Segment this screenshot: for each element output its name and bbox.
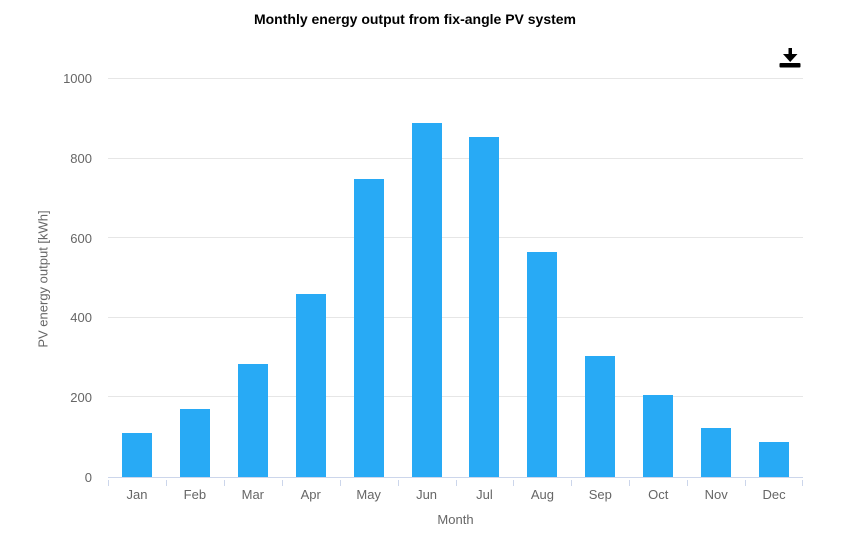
x-tick-labels: Jan Feb Mar Apr May Jun Jul Aug Sep Oct Nov Dec — [108, 487, 803, 502]
x-tick-mark — [456, 480, 457, 486]
x-tick-mark — [745, 480, 746, 486]
y-tick-label-600: 600 — [70, 230, 92, 246]
y-tick-label-800: 800 — [70, 150, 92, 166]
bar-mar[interactable] — [237, 363, 268, 477]
x-tick-mark — [340, 480, 341, 486]
plot-area — [108, 78, 803, 478]
bar-cell-dec — [745, 79, 803, 477]
gridline-1000 — [108, 78, 803, 79]
bar-cell-nov — [687, 79, 745, 477]
x-tick-mark — [108, 480, 109, 486]
bar-jan[interactable] — [121, 433, 152, 477]
gridline-200 — [108, 396, 803, 397]
x-tick-label-mar: Mar — [241, 487, 264, 502]
bar-feb[interactable] — [179, 409, 210, 477]
bar-cell-mar — [224, 79, 282, 477]
x-tick-label-apr: Apr — [300, 487, 321, 502]
bar-dec[interactable] — [759, 441, 790, 477]
y-tick-label-1000: 1000 — [63, 71, 92, 86]
x-tick-mark — [571, 480, 572, 486]
x-tick-label-oct: Oct — [648, 487, 669, 502]
bar-nov[interactable] — [701, 428, 732, 477]
y-tick-label-400: 400 — [70, 310, 92, 326]
bar-cell-feb — [166, 79, 224, 477]
grid-layer — [108, 78, 803, 477]
x-tick-label-jun: Jun — [416, 487, 438, 502]
y-tick-label-200: 200 — [70, 390, 92, 406]
bar-cell-sep — [571, 79, 629, 477]
x-tick-mark — [629, 480, 630, 486]
bar-oct[interactable] — [643, 395, 674, 477]
download-button[interactable] — [773, 46, 807, 72]
x-tick-mark — [282, 480, 283, 486]
x-tick-mark — [687, 480, 688, 486]
x-tick-mark — [224, 480, 225, 486]
download-icon — [779, 48, 801, 68]
x-axis-title: Month — [437, 512, 474, 527]
bar-cell-may — [340, 79, 398, 477]
bar-cell-apr — [282, 79, 340, 477]
x-tick-label-nov: Nov — [704, 487, 728, 502]
bar-cell-jul — [456, 79, 514, 477]
gridline-600 — [108, 237, 803, 238]
bar-cell-aug — [513, 79, 571, 477]
gridline-800 — [108, 158, 803, 159]
bar-sep[interactable] — [585, 355, 616, 477]
bar-aug[interactable] — [527, 252, 558, 477]
gridline-400 — [108, 317, 803, 318]
x-tick-label-feb: Feb — [183, 487, 207, 502]
bar-cell-jun — [398, 79, 456, 477]
bar-jul[interactable] — [469, 136, 500, 477]
x-tick-label-jul: Jul — [476, 487, 493, 502]
bar-cell-oct — [629, 79, 687, 477]
x-tick-label-jan: Jan — [126, 487, 148, 502]
x-tick-label-dec: Dec — [762, 487, 786, 502]
chart-title: Monthly energy output from fix-angle PV … — [253, 11, 577, 27]
x-tick-label-sep: Sep — [588, 487, 612, 502]
y-tick-label-0: 0 — [84, 470, 92, 485]
bars-layer — [108, 79, 803, 477]
bar-may[interactable] — [353, 178, 384, 477]
x-tick-marks — [108, 480, 803, 486]
bar-cell-jan — [108, 79, 166, 477]
x-tick-mark — [513, 480, 514, 486]
x-tick-mark — [802, 480, 803, 486]
bar-jun[interactable] — [411, 122, 442, 477]
x-tick-mark — [166, 480, 167, 486]
x-tick-mark — [398, 480, 399, 486]
x-tick-label-may: May — [356, 487, 381, 502]
bar-apr[interactable] — [295, 293, 326, 477]
x-tick-label-aug: Aug — [530, 487, 554, 502]
